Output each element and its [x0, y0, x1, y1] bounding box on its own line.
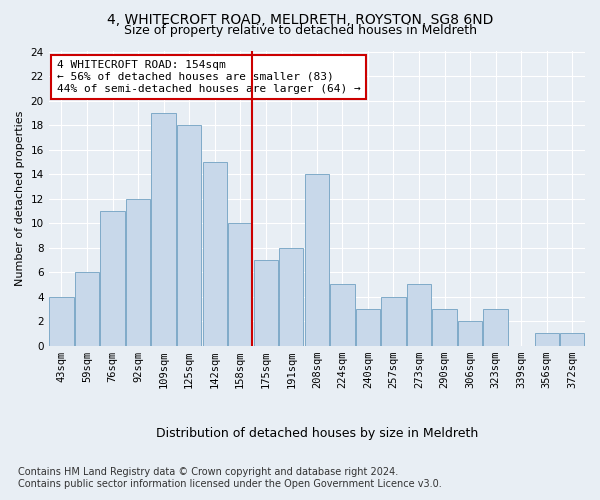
Bar [203, 162, 227, 346]
Bar [560, 334, 584, 346]
Bar [458, 321, 482, 346]
Bar [484, 309, 508, 346]
Bar [228, 223, 253, 346]
Bar [151, 113, 176, 346]
Bar [100, 211, 125, 346]
Text: Size of property relative to detached houses in Meldreth: Size of property relative to detached ho… [124, 24, 476, 37]
Bar [254, 260, 278, 346]
Bar [330, 284, 355, 346]
Text: Contains HM Land Registry data © Crown copyright and database right 2024.
Contai: Contains HM Land Registry data © Crown c… [18, 468, 442, 489]
Bar [126, 198, 150, 346]
X-axis label: Distribution of detached houses by size in Meldreth: Distribution of detached houses by size … [156, 427, 478, 440]
Bar [177, 125, 201, 346]
Bar [407, 284, 431, 346]
Bar [433, 309, 457, 346]
Bar [305, 174, 329, 346]
Bar [356, 309, 380, 346]
Y-axis label: Number of detached properties: Number of detached properties [15, 111, 25, 286]
Bar [382, 296, 406, 346]
Bar [75, 272, 99, 346]
Bar [279, 248, 304, 346]
Bar [49, 296, 74, 346]
Bar [535, 334, 559, 346]
Text: 4, WHITECROFT ROAD, MELDRETH, ROYSTON, SG8 6ND: 4, WHITECROFT ROAD, MELDRETH, ROYSTON, S… [107, 12, 493, 26]
Text: 4 WHITECROFT ROAD: 154sqm
← 56% of detached houses are smaller (83)
44% of semi-: 4 WHITECROFT ROAD: 154sqm ← 56% of detac… [57, 60, 361, 94]
